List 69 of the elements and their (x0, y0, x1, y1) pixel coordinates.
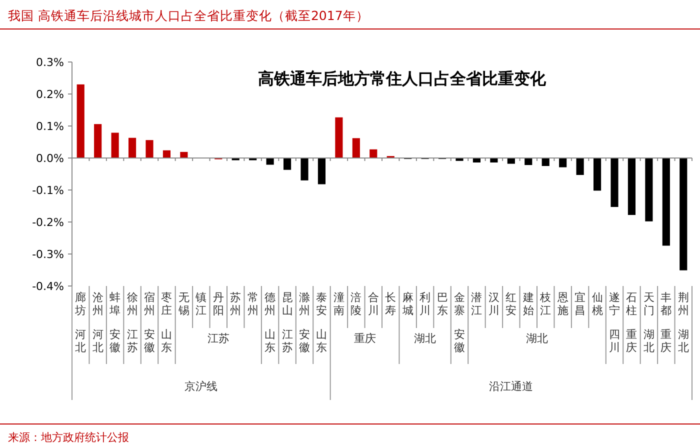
text: 江苏 (207, 332, 230, 345)
text: 高铁通车后地方常住人口占全省比重变化 (258, 69, 547, 88)
x-tick-label: 长寿 (385, 291, 396, 317)
y-tick-label: 0.1% (36, 120, 64, 133)
x-tick-label: 廊坊 (74, 291, 86, 317)
x-tick-label: 麻城 (401, 291, 414, 317)
text: 安徽 (144, 328, 155, 354)
x-tick-label: 镇江 (194, 291, 207, 317)
x-tick-label: 宿州 (144, 291, 155, 317)
x-tick-label: 利川 (420, 291, 431, 317)
x-tick-label: 巴东 (436, 291, 448, 317)
text: 河北 (92, 328, 104, 354)
y-tick-label: 0.2% (36, 88, 64, 101)
x-tick-label: 无锡 (177, 291, 190, 317)
x-tick-label: 涪陵 (350, 291, 362, 317)
y-tick-label: -0.1% (32, 184, 64, 197)
x-tick-label: 宜昌 (574, 291, 586, 317)
y-tick-label: -0.4% (32, 280, 64, 293)
y-tick-label: 0.3% (36, 56, 64, 69)
text: 山东 (316, 328, 328, 354)
x-tick-label: 丰都 (660, 291, 672, 317)
text: 安徽 (110, 328, 121, 354)
text: 湖北 (678, 328, 689, 354)
x-tick-label: 徐州 (126, 291, 138, 317)
x-tick-label: 石柱 (626, 291, 638, 317)
x-tick-label: 滁州 (299, 291, 310, 317)
x-tick-label: 常州 (247, 291, 258, 317)
x-tick-label: 苏州 (230, 291, 242, 317)
source-note: 来源：地方政府统计公报 (8, 431, 129, 444)
x-tick-label: 荆州 (678, 291, 689, 317)
x-tick-label: 丹阳 (212, 291, 224, 317)
text: 湖北 (414, 332, 436, 345)
text: 安徽 (299, 328, 310, 354)
text: 重庆 (660, 328, 672, 354)
x-tick-label: 建始 (522, 291, 534, 317)
x-tick-label: 枣庄 (161, 291, 172, 317)
chart-title: 我国 高铁通车后沿线城市人口占全省比重变化（截至2017年） (8, 8, 369, 23)
x-tick-label: 枝江 (539, 291, 552, 317)
text: 湖北 (643, 328, 654, 354)
x-tick-label: 潼南 (333, 291, 344, 317)
text: 河北 (75, 328, 86, 354)
text: 湖北 (526, 332, 548, 345)
x-tick-label: 潜江 (471, 291, 482, 317)
x-tick-label: 昆山 (282, 291, 293, 317)
y-tick-label: 0.0% (36, 152, 64, 165)
text: 沿江通道 (489, 380, 534, 393)
text: 江苏 (126, 328, 138, 354)
x-tick-label: 金寨 (454, 291, 465, 317)
text: 安徽 (454, 328, 465, 354)
x-tick-label: 合川 (368, 291, 379, 317)
x-tick-label: 遂宁 (609, 291, 620, 317)
x-tick-label: 仙桃 (592, 291, 603, 317)
text: 重庆 (626, 328, 638, 354)
text: 山东 (161, 328, 172, 354)
y-tick-label: -0.3% (32, 248, 64, 261)
x-tick-label: 天门 (643, 291, 654, 317)
x-tick-label: 红安 (506, 291, 517, 317)
text: 重庆 (354, 332, 376, 345)
x-tick-label: 泰安 (316, 291, 328, 317)
text: 四川 (609, 328, 620, 354)
text: 山东 (264, 328, 276, 354)
x-tick-label: 蚌埠 (108, 291, 121, 317)
x-tick-label: 沧州 (92, 291, 104, 317)
x-tick-label: 德州 (264, 291, 276, 317)
text: 京沪线 (184, 380, 218, 393)
x-tick-label: 恩施 (556, 291, 568, 317)
text: 江苏 (282, 328, 293, 354)
y-tick-label: -0.2% (32, 216, 64, 229)
x-tick-label: 汉川 (488, 291, 500, 317)
